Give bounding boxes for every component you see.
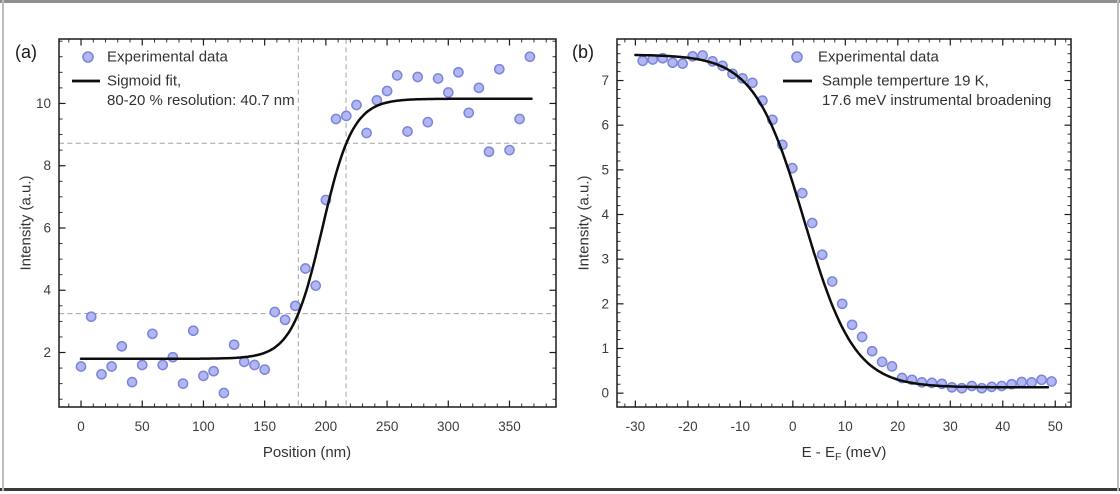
legend-label: Sample temperture 19 K, (822, 73, 989, 90)
svg-text:-10: -10 (731, 419, 751, 434)
svg-text:100: 100 (192, 419, 215, 434)
svg-text:8: 8 (43, 158, 51, 173)
legend: Experimental data Sample temperture 19 K,… (783, 49, 1051, 109)
tick-labels: -30 -20 -10 0 10 20 30 40 50 0 1 2 3 4 5 6 7 (601, 73, 1062, 434)
svg-text:0: 0 (601, 386, 609, 401)
legend-label: 80-20 % resolution: 40.7 nm (107, 92, 295, 109)
y-axis-label: Intensity (a.u.) (18, 175, 35, 270)
tick-labels: 0 50 100 150 200 250 300 350 2 4 6 8 10 (36, 96, 521, 434)
axis-ticks (617, 39, 1071, 407)
guide-lines (59, 39, 556, 407)
svg-text:-20: -20 (678, 419, 698, 434)
panel-tag: (b) (572, 42, 594, 62)
svg-text:150: 150 (253, 419, 276, 434)
svg-text:0: 0 (77, 419, 85, 434)
svg-text:200: 200 (315, 419, 338, 434)
scatter-series (75, 51, 536, 399)
x-axis-label: E - EF (meV) (802, 444, 887, 463)
svg-text:1: 1 (601, 341, 609, 356)
axis-ticks (59, 39, 556, 407)
svg-text:300: 300 (437, 419, 460, 434)
svg-text:10: 10 (36, 96, 51, 111)
legend-marker-icon (791, 51, 803, 63)
panel-tag: (a) (15, 42, 37, 62)
plot-frame (58, 38, 557, 408)
y-axis-label: Intensity (a.u.) (576, 175, 593, 270)
svg-text:30: 30 (943, 419, 958, 434)
legend: Experimental data Sigmoid fit, 80-20 % res… (72, 49, 295, 109)
legend-label: Experimental data (107, 49, 229, 66)
svg-text:350: 350 (498, 419, 521, 434)
svg-text:0: 0 (789, 419, 797, 434)
svg-text:4: 4 (601, 207, 609, 222)
card-border-top (0, 0, 1120, 3)
svg-text:250: 250 (376, 419, 399, 434)
svg-text:50: 50 (1048, 419, 1063, 434)
legend-label: Sigmoid fit, (107, 73, 181, 90)
x-axis-label: Position (nm) (263, 444, 351, 461)
svg-text:7: 7 (601, 73, 609, 88)
legend-label: Experimental data (818, 49, 940, 66)
svg-text:4: 4 (43, 283, 51, 298)
svg-text:20: 20 (890, 419, 905, 434)
svg-text:2: 2 (43, 345, 51, 360)
fit-line (79, 97, 533, 360)
svg-text:50: 50 (135, 419, 150, 434)
svg-text:40: 40 (995, 419, 1010, 434)
card-border-bottom (0, 488, 1120, 491)
fit-line (634, 53, 1050, 389)
card-border-right (1117, 0, 1119, 491)
svg-text:-30: -30 (626, 419, 646, 434)
svg-text:5: 5 (601, 162, 609, 177)
card-border-left (2, 0, 4, 491)
legend-marker-icon (82, 51, 94, 63)
svg-text:2: 2 (601, 296, 609, 311)
svg-text:6: 6 (601, 118, 609, 133)
svg-text:3: 3 (601, 252, 609, 267)
legend-label: 17.6 meV instrumental broadening (822, 92, 1051, 109)
svg-text:10: 10 (838, 419, 853, 434)
svg-text:6: 6 (43, 221, 51, 236)
